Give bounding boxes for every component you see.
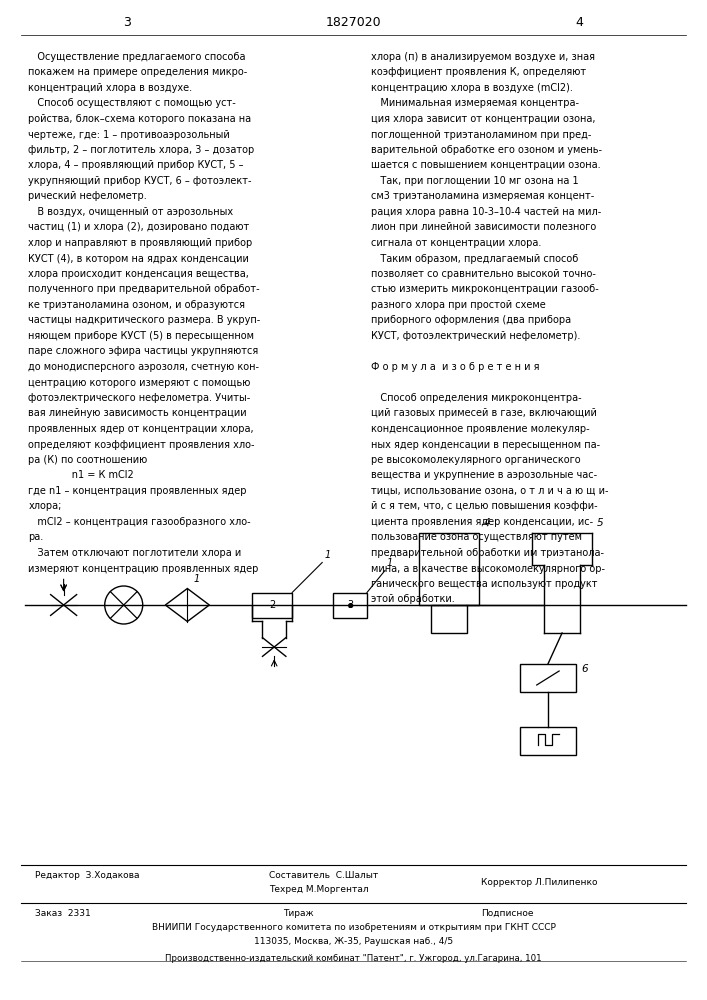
- Text: Заказ  2331: Заказ 2331: [35, 909, 91, 918]
- Text: Составитель  С.Шалыт: Составитель С.Шалыт: [269, 871, 378, 880]
- Text: 3: 3: [347, 600, 353, 610]
- Text: ция хлора зависит от концентрации озона,: ция хлора зависит от концентрации озона,: [371, 114, 596, 124]
- Text: хлора (п) в анализируемом воздухе и, зная: хлора (п) в анализируемом воздухе и, зна…: [371, 52, 595, 62]
- Text: укрупняющий прибор КУСТ, 6 – фотоэлект-: укрупняющий прибор КУСТ, 6 – фотоэлект-: [28, 176, 252, 186]
- Text: до монодисперсного аэрозоля, счетную кон-: до монодисперсного аэрозоля, счетную кон…: [28, 362, 259, 372]
- Text: ных ядер конденсации в пересыщенном па-: ных ядер конденсации в пересыщенном па-: [371, 440, 600, 450]
- Text: ций газовых примесей в газе, включающий: ций газовых примесей в газе, включающий: [371, 408, 597, 418]
- Text: n1 = К mCl2: n1 = К mCl2: [28, 470, 134, 480]
- Bar: [431, 605, 467, 633]
- Text: Способ осуществляют с помощью уст-: Способ осуществляют с помощью уст-: [28, 99, 236, 108]
- Text: этой обработки.: этой обработки.: [371, 594, 455, 604]
- Text: коэффициент проявления К, определяют: коэффициент проявления К, определяют: [371, 67, 586, 77]
- Text: концентраций хлора в воздухе.: концентраций хлора в воздухе.: [28, 83, 192, 93]
- Bar: [520, 664, 576, 692]
- Text: Подписное: Подписное: [481, 909, 533, 918]
- Text: хлора происходит конденсация вещества,: хлора происходит конденсация вещества,: [28, 269, 249, 279]
- Text: 4: 4: [484, 518, 491, 528]
- Text: 4: 4: [575, 16, 584, 29]
- Text: Осуществление предлагаемого способа: Осуществление предлагаемого способа: [28, 52, 246, 62]
- Text: 3: 3: [123, 16, 132, 29]
- Text: Редактор  З.Ходакова: Редактор З.Ходакова: [35, 871, 140, 880]
- Text: хлор и направляют в проявляющий прибор: хлор и направляют в проявляющий прибор: [28, 238, 252, 248]
- Text: шается с повышением концентрации озона.: шается с повышением концентрации озона.: [371, 160, 601, 170]
- Text: mCl2 – концентрация газообразного хло-: mCl2 – концентрация газообразного хло-: [28, 517, 251, 527]
- Text: полученного при предварительной обработ-: полученного при предварительной обработ-: [28, 284, 260, 294]
- Text: Минимальная измеряемая концентра-: Минимальная измеряемая концентра-: [371, 99, 579, 108]
- Text: 1827020: 1827020: [326, 16, 381, 29]
- Text: рический нефелометр.: рический нефелометр.: [28, 191, 147, 201]
- Text: стью измерить микроконцентрации газооб-: стью измерить микроконцентрации газооб-: [371, 284, 599, 294]
- Text: вая линейную зависимость концентрации: вая линейную зависимость концентрации: [28, 408, 247, 418]
- Text: центрацию которого измеряют с помощью: центрацию которого измеряют с помощью: [28, 377, 251, 387]
- Text: Ф о р м у л а  и з о б р е т е н и я: Ф о р м у л а и з о б р е т е н и я: [371, 362, 539, 372]
- Text: КУСТ (4), в котором на ядрах конденсации: КУСТ (4), в котором на ядрах конденсации: [28, 253, 249, 263]
- Text: пользование озона осуществляют путем: пользование озона осуществляют путем: [371, 532, 582, 542]
- Text: Производственно-издательский комбинат "Патент", г. Ужгород, ул.Гагарина, 101: Производственно-издательский комбинат "П…: [165, 954, 542, 963]
- Text: 1: 1: [325, 550, 330, 560]
- Text: Так, при поглощении 10 мг озона на 1: Так, при поглощении 10 мг озона на 1: [371, 176, 579, 186]
- Text: 6: 6: [581, 664, 588, 674]
- Text: концентрацию хлора в воздухе (mCl2).: концентрацию хлора в воздухе (mCl2).: [371, 83, 573, 93]
- Text: 1: 1: [387, 558, 393, 568]
- Text: конденсационное проявление молекуляр-: конденсационное проявление молекуляр-: [371, 424, 590, 434]
- Text: тицы, использование озона, о т л и ч а ю щ и-: тицы, использование озона, о т л и ч а ю…: [371, 486, 609, 496]
- Text: ВНИИПИ Государственного комитета по изобретениям и открытиям при ГКНТ СССР: ВНИИПИ Государственного комитета по изоб…: [151, 923, 556, 932]
- Text: сигнала от концентрации хлора.: сигнала от концентрации хлора.: [371, 238, 542, 248]
- Text: В воздух, очищенный от аэрозольных: В воздух, очищенный от аэрозольных: [28, 207, 233, 217]
- Text: Способ определения микроконцентра-: Способ определения микроконцентра-: [371, 393, 582, 403]
- Text: позволяет со сравнительно высокой точно-: позволяет со сравнительно высокой точно-: [371, 269, 596, 279]
- Text: ройства, блок–схема которого показана на: ройства, блок–схема которого показана на: [28, 114, 252, 124]
- Bar: [333, 592, 367, 617]
- Text: поглощенной триэтаноламином при пред-: поглощенной триэтаноламином при пред-: [371, 129, 592, 139]
- Text: разного хлора при простой схеме: разного хлора при простой схеме: [371, 300, 546, 310]
- Text: циента проявления ядер конденсации, ис-: циента проявления ядер конденсации, ис-: [371, 517, 593, 527]
- Text: частиц (1) и хлора (2), дозировано подают: частиц (1) и хлора (2), дозировано подаю…: [28, 223, 250, 232]
- Text: предварительной обработки им триэтанола-: предварительной обработки им триэтанола-: [371, 548, 604, 558]
- Text: рация хлора равна 10-3–10-4 частей на мил-: рация хлора равна 10-3–10-4 частей на ми…: [371, 207, 602, 217]
- Text: 113035, Москва, Ж-35, Раушская наб., 4/5: 113035, Москва, Ж-35, Раушская наб., 4/5: [254, 937, 453, 946]
- Text: лион при линейной зависимости полезного: лион при линейной зависимости полезного: [371, 223, 597, 232]
- Text: няющем приборе КУСТ (5) в пересыщенном: няющем приборе КУСТ (5) в пересыщенном: [28, 331, 255, 341]
- Text: фотоэлектрического нефелометра. Учиты-: фотоэлектрического нефелометра. Учиты-: [28, 393, 250, 403]
- Text: Тираж: Тираж: [283, 909, 313, 918]
- Text: частицы надкритического размера. В укруп-: частицы надкритического размера. В укруп…: [28, 315, 261, 325]
- Text: паре сложного эфира частицы укрупняются: паре сложного эфира частицы укрупняются: [28, 347, 259, 357]
- Text: Корректор Л.Пилипенко: Корректор Л.Пилипенко: [481, 878, 597, 887]
- Text: чертеже, где: 1 – противоаэрозольный: чертеже, где: 1 – противоаэрозольный: [28, 129, 230, 139]
- Text: покажем на примере определения микро-: покажем на примере определения микро-: [28, 67, 247, 77]
- Text: ра.: ра.: [28, 532, 44, 542]
- Text: хлора, 4 – проявляющий прибор КУСТ, 5 –: хлора, 4 – проявляющий прибор КУСТ, 5 –: [28, 160, 244, 170]
- Bar: [520, 727, 576, 755]
- Text: вещества и укрупнение в аэрозольные час-: вещества и укрупнение в аэрозольные час-: [371, 470, 597, 480]
- Text: ре высокомолекулярного органического: ре высокомолекулярного органического: [371, 455, 580, 465]
- Text: приборного оформления (два прибора: приборного оформления (два прибора: [371, 315, 571, 325]
- Text: где n1 – концентрация проявленных ядер: где n1 – концентрация проявленных ядер: [28, 486, 247, 496]
- Text: 5: 5: [597, 518, 604, 528]
- Text: 2: 2: [269, 600, 275, 610]
- Text: хлора;: хлора;: [28, 501, 62, 511]
- Text: мина, а в качестве высокомолекулярного ор-: мина, а в качестве высокомолекулярного о…: [371, 564, 605, 574]
- Text: варительной обработке его озоном и умень-: варительной обработке его озоном и умень…: [371, 145, 602, 155]
- Text: КУСТ, фотоэлектрический нефелометр).: КУСТ, фотоэлектрический нефелометр).: [371, 331, 580, 341]
- Text: измеряют концентрацию проявленных ядер: измеряют концентрацию проявленных ядер: [28, 564, 259, 574]
- Text: ганического вещества используют продукт: ганического вещества используют продукт: [371, 579, 597, 589]
- Text: Затем отключают поглотители хлора и: Затем отключают поглотители хлора и: [28, 548, 242, 558]
- Text: ке триэтаноламина озоном, и образуются: ке триэтаноламина озоном, и образуются: [28, 300, 245, 310]
- Text: проявленных ядер от концентрации хлора,: проявленных ядер от концентрации хлора,: [28, 424, 254, 434]
- Text: 1: 1: [194, 574, 200, 584]
- Text: Таким образом, предлагаемый способ: Таким образом, предлагаемый способ: [371, 253, 578, 263]
- Text: фильтр, 2 – поглотитель хлора, 3 – дозатор: фильтр, 2 – поглотитель хлора, 3 – дозат…: [28, 145, 255, 155]
- Text: см3 триэтаноламина измеряемая концент-: см3 триэтаноламина измеряемая концент-: [371, 191, 595, 201]
- Text: определяют коэффициент проявления хло-: определяют коэффициент проявления хло-: [28, 440, 255, 450]
- Text: й с я тем, что, с целью повышения коэффи-: й с я тем, что, с целью повышения коэффи…: [371, 501, 598, 511]
- Bar: [252, 592, 292, 617]
- Text: ра (К) по соотношению: ра (К) по соотношению: [28, 455, 148, 465]
- Text: Техред М.Моргентал: Техред М.Моргентал: [269, 885, 368, 894]
- Bar: [419, 533, 479, 605]
